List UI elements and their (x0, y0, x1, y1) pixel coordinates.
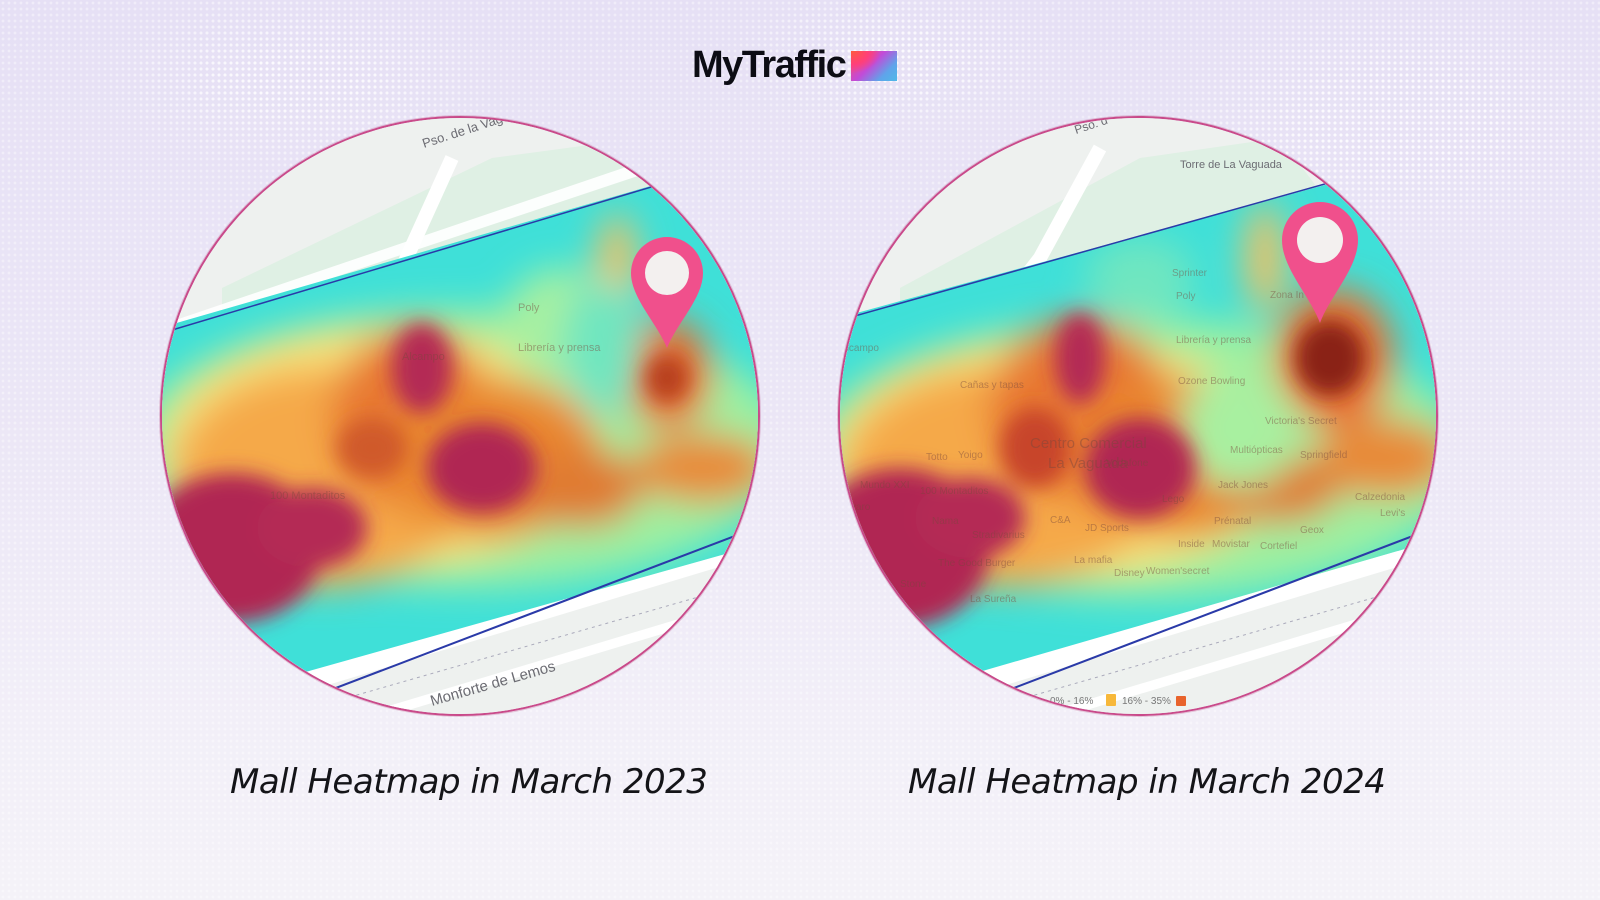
brand-gradient-mark-icon (851, 51, 898, 81)
brand-name: MyTraffic (692, 44, 847, 86)
brand-logo: MyTraffic (692, 44, 898, 86)
store-label: Cañas y tapas (960, 380, 1024, 391)
store-label: Multiópticas (1230, 445, 1283, 456)
store-label: Poly (1176, 291, 1195, 302)
map-pin-icon (631, 237, 703, 348)
store-label: Alcampo (840, 343, 879, 354)
store-label: Levi's (1380, 508, 1405, 519)
store-label: Disney (1114, 568, 1145, 579)
store-label: Stradivarius (972, 530, 1025, 541)
store-label: Zona In (1270, 290, 1304, 301)
legend-swatch-mid (1106, 694, 1116, 706)
caption-2024: Mall Heatmap in March 2024 (908, 762, 1386, 802)
legend-swatch-high (1176, 696, 1186, 706)
map-pin-icon (1282, 202, 1358, 323)
store-label: Geox (1300, 525, 1324, 536)
store-label: 100 Montaditos (920, 486, 988, 497)
heatmap-2023: Pso. de la Vagu Monforte de Lemos Alcamp… (160, 116, 760, 716)
store-label: Vodafone (1106, 458, 1149, 469)
store-label: Stone (900, 579, 927, 590)
store-label: Cortefiel (1260, 541, 1297, 552)
store-label: Poly (518, 302, 540, 314)
store-label: Women'secret (1146, 566, 1210, 577)
store-label: Alcampo (402, 351, 445, 363)
store-label: La Sureña (970, 594, 1017, 605)
store-label: Ozone Bowling (1178, 376, 1245, 387)
store-label: Prénatal (1214, 516, 1251, 527)
store-label: The Good Burger (938, 558, 1016, 569)
legend-label-mid: 16% - 35% (1122, 696, 1171, 707)
store-label: 100 Montaditos (270, 490, 346, 502)
store-label: La mafia (1074, 555, 1113, 566)
store-label: Inside (1178, 539, 1205, 550)
store-label: Yoigo (958, 450, 983, 461)
heat-legend: 0% - 16% 16% - 35% (1050, 694, 1186, 707)
store-label: Nama (932, 516, 959, 527)
mall-name-line1: Centro Comercial (1030, 435, 1147, 452)
store-label: Victoria's Secret (1265, 416, 1337, 427)
store-label: Sprinter (1172, 268, 1208, 279)
store-label: Librería y prensa (518, 342, 601, 354)
legend-label-low: 0% - 16% (1050, 696, 1093, 707)
caption-2023: Mall Heatmap in March 2023 (230, 762, 708, 802)
store-label: JD Sports (1085, 523, 1129, 534)
store-label: Totto (926, 452, 948, 463)
store-label: Jack Jones (1218, 480, 1268, 491)
store-label: Movistar (1212, 539, 1250, 550)
landmark-label: Torre de La Vaguada (1180, 159, 1283, 171)
store-label: Librería y prensa (1176, 335, 1251, 346)
store-label: Springfield (1300, 450, 1347, 461)
store-label: C&A (1050, 515, 1071, 526)
store-label: Mundo XXI (860, 480, 909, 491)
heatmap-2024: Pso. d Torre de La Vaguada Centro Comerc… (838, 116, 1438, 716)
mall-name-line2: La Vaguada (1048, 455, 1128, 472)
store-label: Calzedonia (1355, 492, 1405, 503)
store-label: Lego (1162, 494, 1185, 505)
